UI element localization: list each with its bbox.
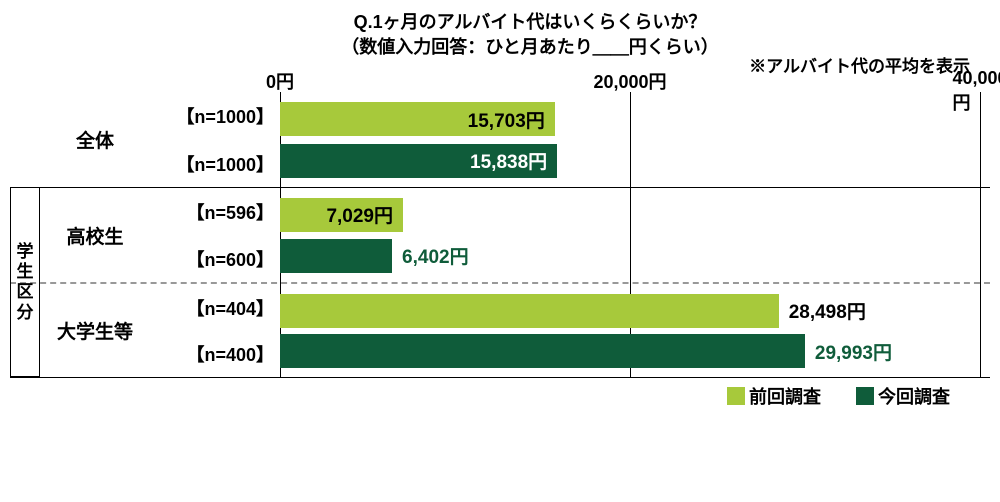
n-label: 【n=1000】 [150, 103, 274, 129]
bar-fill: 15,838円 [280, 144, 557, 178]
bar-fill: 15,703円 [280, 102, 555, 136]
group-row: 全体【n=1000】【n=1000】15,703円 15,838円 [10, 92, 990, 187]
bars-cell: 28,498円 29,993円 [280, 284, 990, 377]
legend-label-prev: 前回調査 [749, 387, 821, 407]
chart-container: Q.1ヶ月のアルバイト代はいくらくらいか？ （数値入力回答：ひと月あたり＿＿円く… [10, 10, 990, 409]
n-label: 【n=404】 [150, 295, 274, 321]
category-label: 全体 [40, 92, 150, 187]
bar-value-label: 28,498円 [789, 297, 866, 324]
bar: 7,029円 [280, 198, 990, 232]
legend-label-curr: 今回調査 [878, 387, 950, 407]
n-label: 【n=600】 [150, 246, 274, 272]
bar-fill [280, 294, 779, 328]
bar-fill [280, 334, 805, 368]
legend: 前回調査 今回調査 [10, 383, 990, 409]
n-label: 【n=596】 [150, 199, 274, 225]
x-axis: 0円20,000円40,000円 [10, 68, 990, 92]
group-row: 大学生等【n=404】【n=400】 28,498円 29,993円 [10, 282, 990, 377]
n-column: 【n=1000】【n=1000】 [150, 92, 280, 187]
bar-fill [280, 239, 392, 273]
bar-fill: 7,029円 [280, 198, 403, 232]
group-row: 高校生【n=596】【n=600】7,029円 6,402円 [10, 187, 990, 282]
bar: 15,703円 [280, 102, 990, 136]
bar: 29,993円 [280, 334, 990, 368]
x-tick-label: 20,000円 [593, 68, 666, 94]
n-label: 【n=1000】 [150, 151, 274, 177]
bar-value-label: 29,993円 [815, 338, 892, 365]
bars-cell: 15,703円 15,838円 [280, 92, 990, 187]
plot-area: 全体【n=1000】【n=1000】15,703円 15,838円高校生【n=59… [10, 92, 990, 377]
n-column: 【n=404】【n=400】 [150, 284, 280, 377]
side-group-label: 学生区分 [10, 187, 40, 377]
bar: 15,838円 [280, 144, 990, 178]
n-label: 【n=400】 [150, 341, 274, 367]
bar: 6,402円 [280, 239, 990, 273]
legend-swatch-curr [856, 387, 874, 405]
bar: 28,498円 [280, 294, 990, 328]
bars-cell: 7,029円 6,402円 [280, 188, 990, 282]
n-column: 【n=596】【n=600】 [150, 188, 280, 282]
x-tick-label: 0円 [266, 68, 294, 94]
title-line-1: Q.1ヶ月のアルバイト代はいくらくらいか？ [70, 10, 990, 35]
category-label: 大学生等 [40, 284, 150, 377]
category-label: 高校生 [40, 188, 150, 282]
legend-swatch-prev [727, 387, 745, 405]
bar-value-label: 6,402円 [402, 242, 469, 269]
